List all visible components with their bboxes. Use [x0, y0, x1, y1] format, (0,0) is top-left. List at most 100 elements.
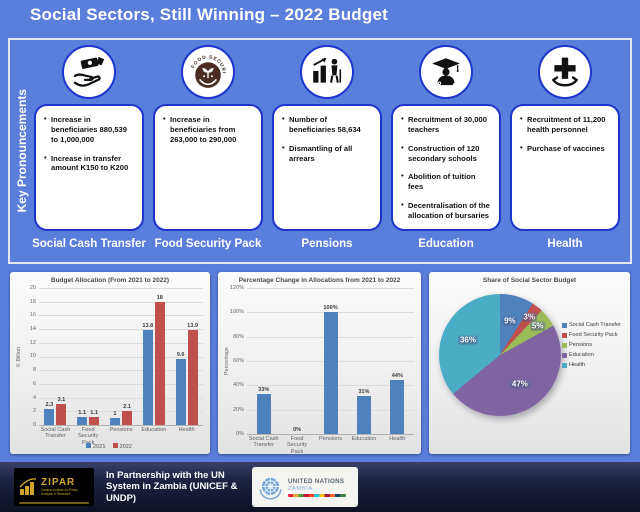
un-emblem-icon	[259, 476, 282, 499]
sector-pensions: Number of beneficiaries 58,634 Dismantli…	[272, 45, 382, 256]
key-pronouncements-label: Key Pronouncements	[15, 89, 29, 213]
zipar-subtext: Zambia Institute for Policy Analysis & R…	[41, 487, 78, 496]
bar: 13.9	[187, 288, 199, 425]
gridline	[39, 397, 203, 399]
legend-item: Pensions	[562, 342, 626, 348]
bar-value-label: 13.9	[187, 322, 199, 329]
bar-value-label: 44%	[391, 373, 403, 380]
bar: 3.1	[56, 288, 67, 425]
y-axis-ticks: 20 18 16 14 12 10 8 6 4 2 0	[29, 285, 36, 428]
legend-label: Education	[569, 352, 594, 358]
key-pronouncements-section: Key Pronouncements	[8, 38, 632, 264]
bullet: Recruitment of 11,200 health personnel	[520, 114, 611, 135]
un-logo: UNITED NATIONS ZAMBIA	[252, 467, 358, 507]
legend-label: Social Cash Transfer	[569, 322, 621, 328]
bar-value-label: 3.1	[57, 396, 66, 403]
bullet: Construction of 120 secondary schools	[401, 143, 492, 164]
x-category-label: Food Security Pack	[78, 427, 99, 446]
bar-group: 9.6 13.9	[170, 288, 203, 425]
sdg-color-strip-icon	[288, 493, 346, 497]
bar-value-label: 33%	[258, 386, 270, 393]
pie-chart: 9% 3% 5% 47% 36%	[439, 294, 561, 416]
bar-group: 44%	[381, 288, 414, 434]
bar: 9.6	[175, 288, 186, 425]
bullet: Recruitment of 30,000 teachers	[401, 114, 492, 135]
budget-share-pie-chart: Share of Social Sector Budget 9% 3% 5% 47% 3…	[429, 272, 630, 454]
bar-value-label: 2.1	[123, 403, 131, 410]
bar-rect	[121, 410, 132, 425]
bar-group: 13.8 18	[137, 288, 170, 425]
food-security-icon: FOOD SECURITY	[181, 45, 235, 99]
bar-rect	[323, 312, 338, 434]
card-health: Recruitment of 11,200 health personnel P…	[510, 104, 620, 231]
un-name-line1: UNITED NATIONS	[288, 477, 345, 485]
bar-rect	[187, 329, 198, 425]
bar: 2.3	[44, 288, 55, 425]
legend-item: Food Security Pack	[562, 332, 626, 338]
x-category-label: Education	[141, 427, 167, 433]
bar-rect	[77, 417, 88, 425]
bar-value-label: 9.6	[176, 352, 185, 359]
bar-group: 2.3 3.1	[39, 288, 72, 425]
bar-group: 1 2.1	[105, 288, 138, 425]
legend-swatch	[562, 362, 567, 368]
education-icon	[419, 45, 473, 99]
pensions-icon	[300, 45, 354, 99]
key-pronouncements-strip: Key Pronouncements	[10, 40, 34, 262]
bar-rect	[44, 409, 55, 425]
bar: 100%	[323, 288, 338, 434]
gridline	[247, 434, 414, 435]
bar-value-label: 2.3	[45, 402, 54, 409]
pie-slice-label: 9%	[502, 316, 518, 326]
x-category-label: Health	[178, 427, 195, 433]
bar-value-label: 100%	[323, 305, 338, 312]
bar-groups: 33% 0% 100% 31% 44%	[247, 288, 414, 434]
bar-group: 1.1 1.1	[72, 288, 105, 425]
bar: 0%	[290, 288, 304, 434]
sector-social-cash-transfer: Increase in beneficiaries 880,539 to 1,0…	[32, 45, 146, 256]
bullet: Dismantling of all arrears	[282, 143, 373, 164]
pie-slice-label: 3%	[521, 312, 537, 322]
card-social-cash-transfer: Increase in beneficiaries 880,539 to 1,0…	[34, 104, 144, 231]
bar-rect	[142, 330, 153, 425]
bar: 44%	[390, 288, 405, 434]
bar: 13.8	[142, 288, 153, 425]
x-category-label: Food Security Pack	[287, 436, 308, 455]
zipar-chart-icon	[19, 478, 37, 495]
bar-rect	[256, 393, 271, 434]
bullet: Increase in transfer amount K150 to K200	[44, 153, 135, 174]
zipar-name: ZIPAR	[41, 476, 76, 488]
pie-slice-label: 36%	[457, 335, 478, 345]
legend-label: Health	[569, 362, 586, 368]
sector-name-health: Health	[547, 238, 583, 250]
pie-legend: Social Cash Transfer Food Security Pack Pe…	[562, 322, 626, 372]
gridline	[39, 315, 203, 317]
bar-rect	[109, 418, 120, 425]
y-axis-ticks: 120% 100% 80% 60% 40% 20% 0%	[229, 285, 244, 437]
sector-education: Recruitment of 30,000 teachers Construct…	[391, 45, 501, 256]
x-category-label: Health	[389, 436, 406, 442]
footer: ZIPAR Zambia Institute for Policy Analys…	[0, 462, 640, 512]
bar-group: 0%	[280, 288, 313, 434]
legend-label: Pensions	[569, 342, 593, 348]
legend-item: Social Cash Transfer	[562, 322, 626, 328]
bar-rect	[175, 359, 186, 425]
legend-swatch	[86, 443, 92, 448]
un-name-line2: ZAMBIA	[288, 485, 313, 492]
bar-groups: 2.3 3.1 1.1 1.1 1 2.1 13.8 18 9.6 13.9	[39, 288, 203, 425]
bar-rect	[154, 301, 165, 425]
chart-title: Budget Allocation (From 2021 to 2022)	[50, 277, 170, 284]
health-icon	[538, 45, 592, 99]
page-title: Social Sectors, Still Winning – 2022 Bud…	[30, 5, 388, 24]
sector-name-pensions: Pensions	[301, 238, 353, 250]
bullet: Purchase of vaccines	[520, 143, 611, 154]
cash-transfer-icon	[62, 45, 116, 99]
chart-title: Share of Social Sector Budget	[482, 277, 577, 284]
budget-allocation-chart: Budget Allocation (From 2021 to 2022) K …	[10, 272, 210, 454]
sector-name-social-cash-transfer: Social Cash Transfer	[32, 238, 146, 250]
bar-group: 31%	[347, 288, 380, 434]
bar: 1.1	[89, 288, 100, 425]
sector-columns: Increase in beneficiaries 880,539 to 1,0…	[32, 40, 630, 262]
bar: 2.1	[121, 288, 132, 425]
